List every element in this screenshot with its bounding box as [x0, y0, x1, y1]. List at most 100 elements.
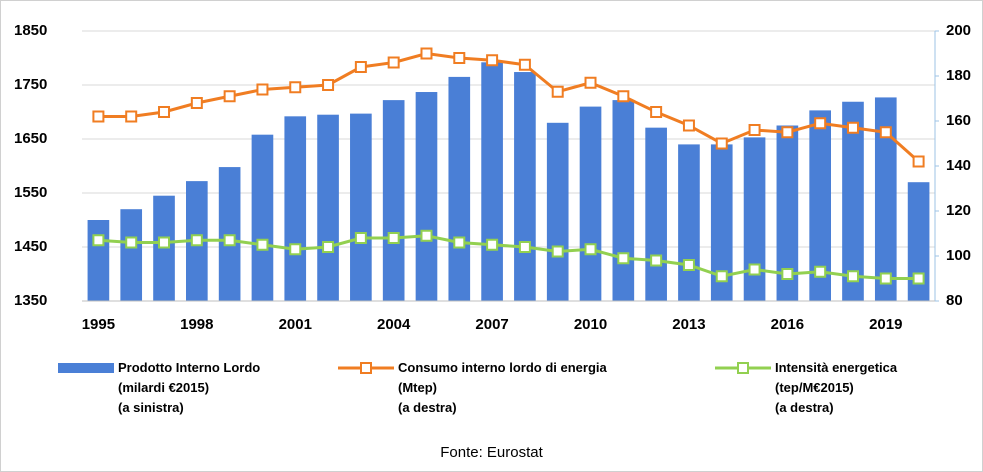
- marker: [125, 110, 138, 123]
- marker: [879, 272, 892, 285]
- x-tick-label: 2013: [672, 316, 705, 333]
- bar: [251, 134, 274, 301]
- marker: [92, 110, 105, 123]
- bar: [120, 209, 143, 301]
- marker: [682, 119, 695, 132]
- y-tick-label: 1450: [14, 238, 47, 255]
- marker: [289, 81, 302, 94]
- legend-label: Consumo interno lordo di energia (Mtep) …: [398, 360, 607, 415]
- bar: [842, 101, 864, 302]
- marker: [682, 259, 695, 271]
- y-tick-label: 1550: [14, 184, 47, 201]
- bar: [514, 72, 536, 301]
- legend-swatch: [360, 362, 372, 374]
- bar: [710, 144, 733, 301]
- marker: [748, 263, 761, 276]
- marker: [322, 241, 335, 253]
- marker: [879, 126, 892, 139]
- marker: [92, 234, 105, 247]
- marker: [420, 229, 433, 242]
- marker: [486, 238, 499, 251]
- bar: [350, 113, 372, 302]
- marker: [781, 126, 794, 139]
- y2-tick-label: 180: [946, 67, 971, 84]
- bar: [448, 76, 471, 302]
- marker: [912, 155, 925, 168]
- marker: [190, 97, 203, 109]
- marker: [814, 265, 827, 278]
- marker: [715, 137, 728, 150]
- marker: [256, 238, 269, 251]
- source: Fonte: Eurostat: [440, 444, 543, 461]
- y2-tick-label: 160: [946, 112, 971, 129]
- marker: [781, 268, 794, 280]
- x-tick-label: 2004: [377, 316, 411, 333]
- marker: [125, 236, 138, 249]
- marker: [551, 245, 564, 258]
- marker: [387, 232, 400, 244]
- marker: [322, 79, 335, 91]
- marker: [354, 232, 367, 244]
- marker: [912, 272, 925, 285]
- x-tick-label: 2019: [869, 316, 902, 333]
- bar: [382, 100, 405, 302]
- bar: [612, 100, 635, 302]
- y2-tick-label: 100: [946, 247, 971, 264]
- marker: [650, 106, 663, 118]
- marker: [846, 270, 859, 283]
- marker: [617, 90, 630, 103]
- y2-tick-label: 80: [946, 292, 963, 309]
- bar: [481, 62, 503, 301]
- marker: [289, 243, 302, 256]
- marker: [354, 61, 367, 73]
- y2-tick-label: 140: [946, 157, 971, 174]
- y-tick-label: 1750: [14, 76, 47, 93]
- bar: [743, 137, 766, 301]
- bar: [809, 110, 831, 301]
- y-tick-label: 1850: [14, 22, 47, 39]
- x-tick-label: 2007: [475, 316, 508, 333]
- marker: [387, 56, 400, 69]
- marker: [453, 236, 466, 249]
- marker: [814, 117, 827, 130]
- bar: [415, 92, 438, 302]
- y-tick-label: 1350: [14, 292, 47, 309]
- marker: [617, 252, 630, 265]
- x-tick-label: 2001: [279, 316, 312, 333]
- marker: [748, 124, 761, 136]
- y-tick-label: 1650: [14, 130, 47, 147]
- bar: [218, 167, 241, 301]
- marker: [584, 76, 597, 89]
- x-tick-label: 1995: [82, 316, 115, 333]
- y2-tick-label: 200: [946, 22, 971, 39]
- x-tick-label: 2010: [574, 316, 607, 333]
- bar: [645, 127, 667, 301]
- bar: [284, 116, 307, 301]
- bar: [678, 144, 700, 301]
- bar: [317, 114, 339, 301]
- marker: [223, 234, 236, 247]
- marker: [223, 90, 236, 103]
- marker: [518, 58, 531, 71]
- bar: [87, 220, 110, 301]
- legend-label: Intensità energetica (tep/M€2015) (a des…: [775, 360, 898, 415]
- legend-swatch: [58, 363, 114, 373]
- marker: [420, 47, 433, 60]
- marker: [518, 241, 531, 253]
- marker: [190, 234, 203, 247]
- x-tick-label: 2016: [771, 316, 804, 333]
- bar: [546, 122, 569, 301]
- legend-label: Prodotto Interno Lordo (milardi €2015) (…: [118, 360, 261, 415]
- marker: [551, 85, 564, 98]
- marker: [846, 121, 859, 134]
- bar: [907, 182, 930, 301]
- bar: [579, 106, 602, 301]
- x-tick-label: 1998: [180, 316, 213, 333]
- legend-swatch: [737, 362, 749, 374]
- marker: [256, 83, 269, 96]
- marker: [158, 106, 171, 118]
- y2-tick-label: 120: [946, 202, 971, 219]
- marker: [715, 270, 728, 283]
